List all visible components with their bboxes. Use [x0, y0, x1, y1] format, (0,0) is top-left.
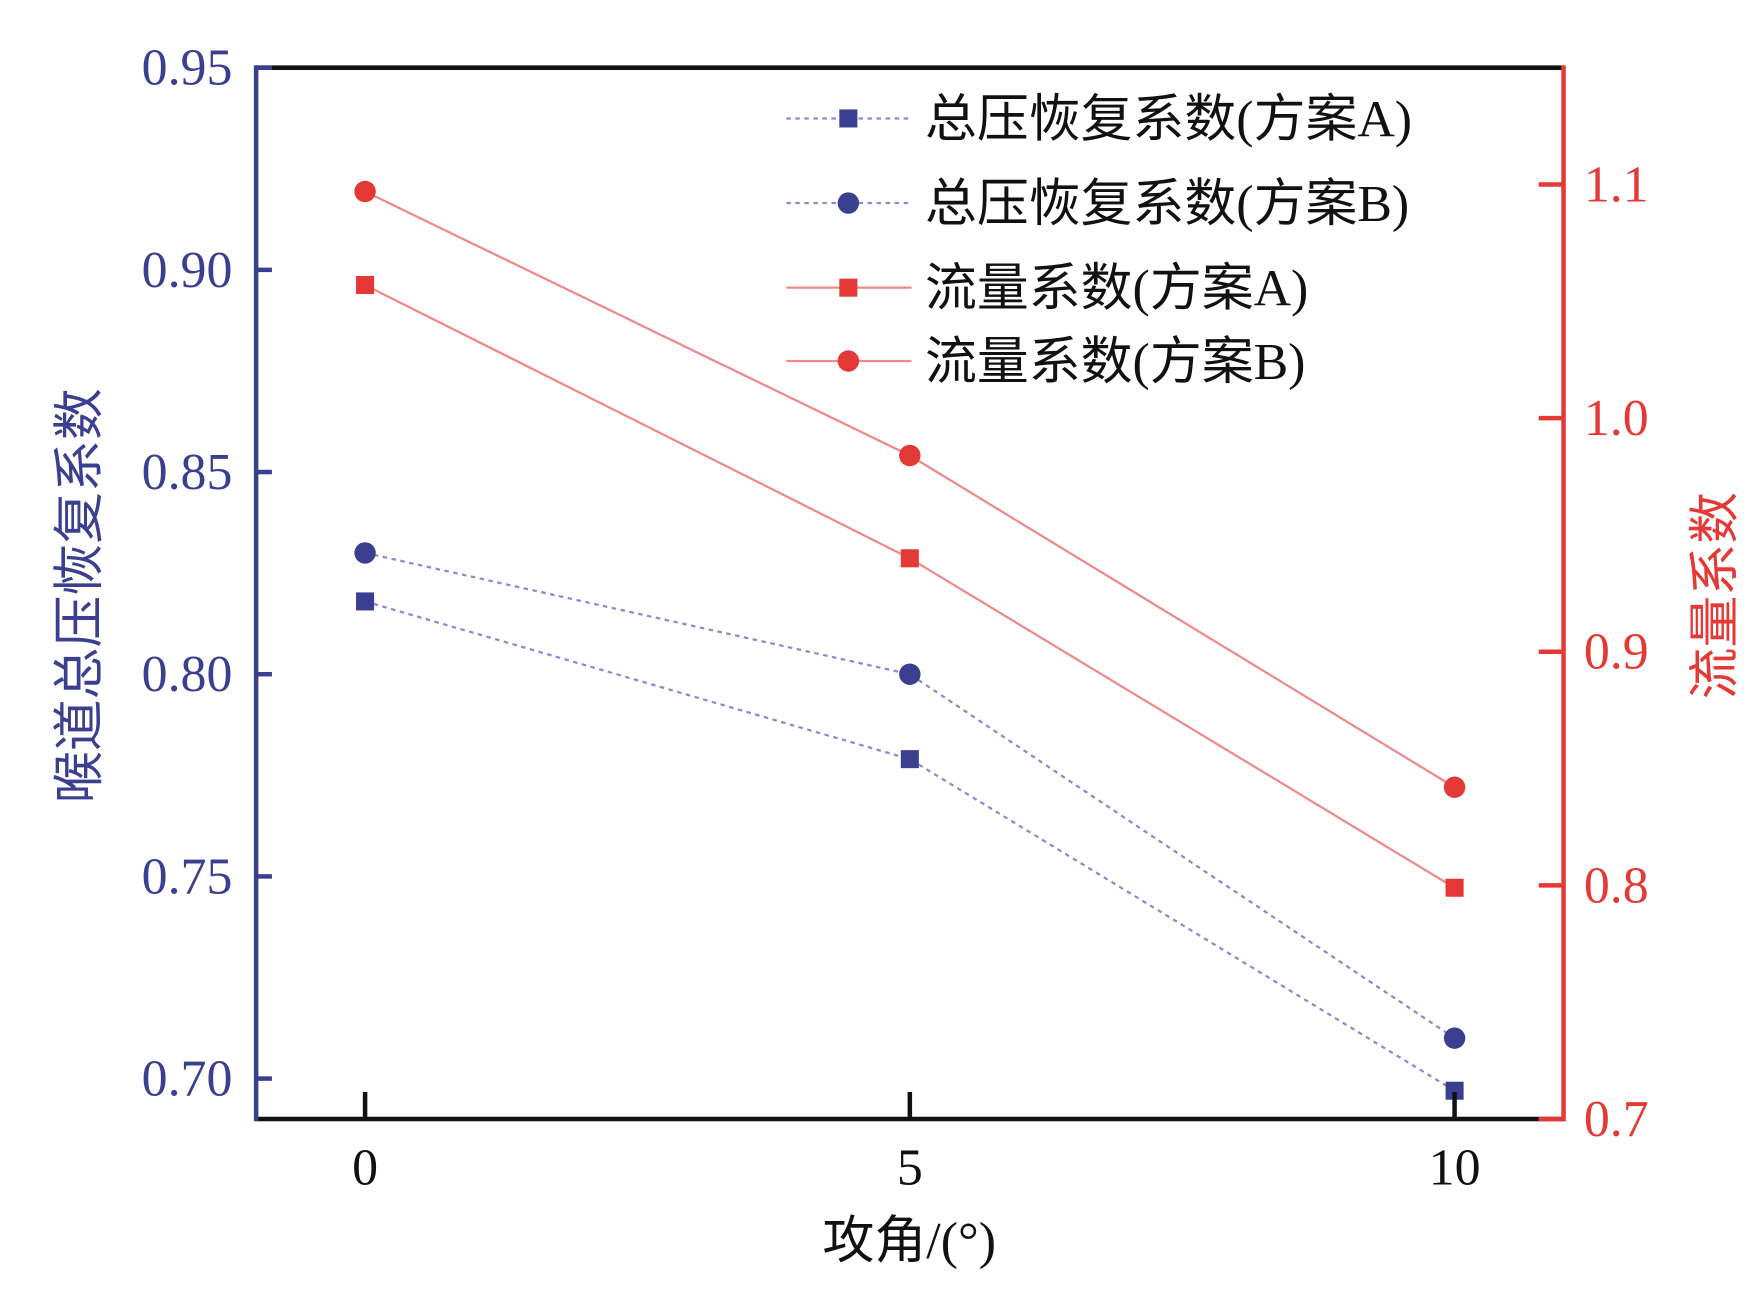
- legend-label: 流量系数(方案B): [925, 334, 1305, 391]
- data-point: [354, 542, 376, 564]
- data-point: [1445, 878, 1464, 897]
- data-point: [900, 750, 919, 769]
- x-tick-label: 0: [352, 1139, 378, 1196]
- x-tick-label: 5: [897, 1139, 923, 1196]
- data-point: [1445, 1081, 1464, 1100]
- left-tick-label: 0.90: [142, 242, 233, 299]
- series-line: [364, 551, 1456, 1040]
- right-tick-label: 0.7: [1584, 1091, 1649, 1148]
- legend-item: 总压恢复系数(方案B): [786, 176, 1409, 233]
- data-point: [899, 663, 921, 685]
- left-axis-title: 喉道总压恢复系数: [52, 388, 109, 803]
- left-tick-label: 0.70: [142, 1051, 233, 1108]
- legend-marker: [839, 109, 858, 128]
- series-2: [354, 542, 1466, 1049]
- series-3: [356, 275, 1464, 897]
- x-axis-title: 攻角/(°): [823, 1213, 996, 1270]
- legend-label: 总压恢复系数(方案B): [925, 176, 1409, 233]
- data-point: [1443, 776, 1466, 798]
- data-point: [356, 275, 375, 294]
- legend: 总压恢复系数(方案A) 总压恢复系数(方案B) 流量系数(方案A) 流量系数(方案B): [786, 91, 1412, 391]
- right-tick-label: 0.8: [1584, 857, 1649, 914]
- data-point: [899, 444, 921, 467]
- data-point: [356, 592, 375, 611]
- series-4: [354, 180, 1466, 798]
- legend-label: 总压恢复系数(方案A): [925, 91, 1412, 148]
- series-1: [356, 592, 1464, 1100]
- right-axis-title: 流量系数: [1688, 492, 1745, 700]
- legend-label: 流量系数(方案A): [925, 261, 1308, 318]
- left-tick-label: 0.75: [142, 848, 233, 905]
- left-tick-label: 0.95: [142, 40, 233, 97]
- data-point: [354, 180, 376, 203]
- data-point: [1443, 1027, 1466, 1049]
- legend-item: 总压恢复系数(方案A): [786, 91, 1412, 148]
- legend-marker: [837, 192, 860, 214]
- data-point: [900, 549, 919, 568]
- legend-marker: [839, 278, 858, 297]
- legend-item: 流量系数(方案A): [786, 261, 1308, 318]
- legend-item: 流量系数(方案B): [786, 334, 1305, 391]
- legend-marker: [837, 350, 860, 372]
- x-tick-label: 10: [1429, 1139, 1481, 1196]
- left-tick-label: 0.80: [142, 646, 233, 703]
- right-tick-label: 1.1: [1584, 156, 1649, 213]
- chart-marks: [354, 180, 1466, 1100]
- right-tick-label: 0.9: [1584, 624, 1649, 681]
- axis-ticks: 0.70 0.75 0.80 0.85 0.90 0.95 0.7 0.8 0.9 1.0 1.1 0…: [142, 40, 1649, 1197]
- left-tick-label: 0.85: [142, 444, 233, 501]
- right-tick-label: 1.0: [1584, 390, 1649, 447]
